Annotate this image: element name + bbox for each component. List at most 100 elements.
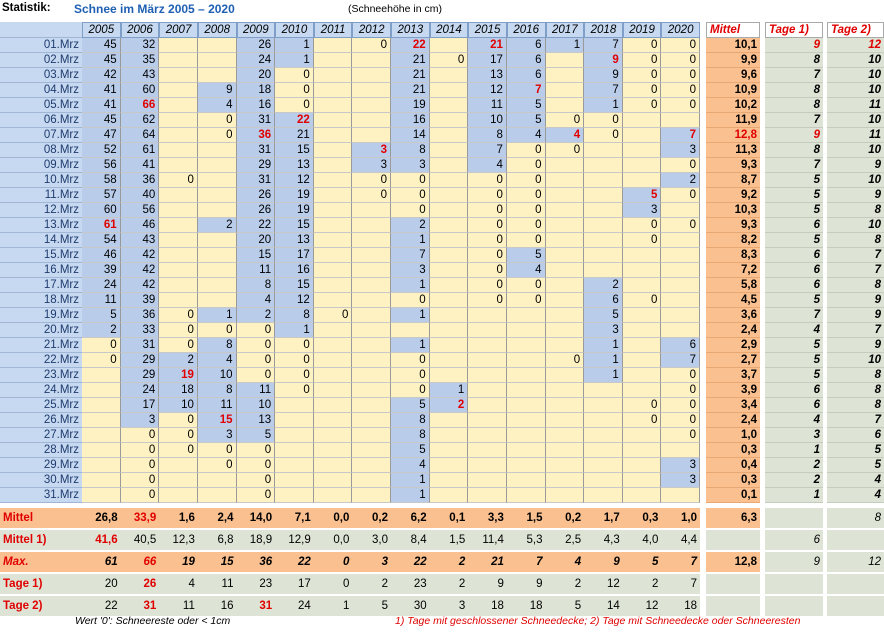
snow-cell [352, 98, 391, 113]
mittel-cell: 0,4 [706, 458, 760, 473]
snow-cell [313, 458, 353, 473]
snow-cell [159, 263, 198, 278]
snow-cell: 1 [197, 308, 237, 323]
snow-cell: 4 [197, 98, 237, 113]
mittel-cell: 1,0 [706, 428, 760, 443]
snow-cell [197, 488, 237, 503]
tage1-cell: 5 [765, 203, 823, 218]
summary-cell: 12,9 [275, 530, 314, 550]
mittel-cell: 7,2 [706, 263, 760, 278]
snow-cell [82, 398, 121, 413]
snow-cell [661, 278, 700, 293]
footnote-left: Wert '0': Schneereste oder < 1cm [75, 615, 231, 627]
snow-cell: 24 [236, 53, 276, 68]
summary-cell: 23 [391, 574, 430, 594]
snow-cell [622, 113, 662, 128]
snow-cell [159, 188, 198, 203]
snow-cell [352, 113, 391, 128]
snow-cell: 26 [236, 38, 276, 53]
snow-cell: 5 [584, 308, 623, 323]
summary-cell: 12 [622, 596, 662, 616]
mittel-cell: 3,4 [706, 398, 760, 413]
snow-cell [352, 458, 391, 473]
year-header: 2008 [197, 22, 237, 38]
snow-cell [468, 338, 507, 353]
tage2-cell: 7 [827, 323, 884, 338]
snow-cell: 0 [506, 293, 546, 308]
summary-cell: 3 [352, 552, 391, 572]
date-label: 24.Mrz [0, 383, 82, 398]
date-label: 29.Mrz [0, 458, 82, 473]
snow-cell: 1 [275, 53, 314, 68]
snow-cell [429, 338, 469, 353]
snow-cell: 8 [468, 128, 507, 143]
summary-cell: 61 [82, 552, 121, 572]
year-header: 2013 [391, 22, 430, 38]
snow-cell: 0 [236, 473, 276, 488]
date-label: 03.Mrz [0, 68, 82, 83]
snow-cell: 1 [584, 353, 623, 368]
snow-cell: 0 [275, 383, 314, 398]
tage1-cell: 7 [765, 158, 823, 173]
summary-cell: 2 [429, 574, 469, 594]
tage2-cell: 8 [827, 368, 884, 383]
snow-cell: 6 [661, 338, 700, 353]
tage1-cell: 5 [765, 233, 823, 248]
snow-cell: 0 [391, 173, 430, 188]
snow-cell: 10 [236, 398, 276, 413]
snow-cell: 0 [468, 233, 507, 248]
snow-cell: 5 [622, 188, 662, 203]
snow-cell [313, 173, 353, 188]
summary-cell: 7,1 [275, 508, 314, 528]
snow-cell [429, 38, 469, 53]
snow-cell [159, 458, 198, 473]
tage1-cell: 9 [765, 128, 823, 143]
tage1-cell: 8 [765, 98, 823, 113]
summary-cell: 0,1 [429, 508, 469, 528]
snow-cell [159, 83, 198, 98]
snow-cell: 42 [120, 248, 160, 263]
snow-cell [584, 443, 623, 458]
snow-cell [468, 473, 507, 488]
snow-cell: 2 [429, 398, 469, 413]
snow-cell [429, 323, 469, 338]
summary-tage1: 6 [765, 530, 823, 550]
snow-cell [313, 263, 353, 278]
snow-cell: 0 [622, 83, 662, 98]
snow-cell [275, 443, 314, 458]
snow-cell: 0 [468, 263, 507, 278]
mittel-cell: 0,1 [706, 488, 760, 503]
snow-cell: 39 [120, 293, 160, 308]
snow-cell: 0 [120, 473, 160, 488]
snow-cell: 0 [159, 308, 198, 323]
snow-cell [429, 233, 469, 248]
tage1-cell: 5 [765, 188, 823, 203]
snow-cell: 0 [82, 338, 121, 353]
snow-cell: 1 [584, 368, 623, 383]
date-label: 13.Mrz [0, 218, 82, 233]
snow-cell: 13 [468, 68, 507, 83]
snow-cell: 31 [236, 113, 276, 128]
snow-cell: 1 [391, 278, 430, 293]
snow-cell: 0 [275, 68, 314, 83]
snow-cell [275, 458, 314, 473]
summary-cell: 11,4 [468, 530, 507, 550]
snow-cell: 6 [584, 293, 623, 308]
snow-cell [584, 398, 623, 413]
snow-cell: 7 [506, 83, 546, 98]
snow-cell [468, 353, 507, 368]
summary-cell: 7 [661, 574, 700, 594]
snow-cell: 0 [661, 398, 700, 413]
summary-cell: 24 [275, 596, 314, 616]
snow-cell: 0 [275, 353, 314, 368]
summary-cell: 16 [197, 596, 237, 616]
date-label: 27.Mrz [0, 428, 82, 443]
snow-cell: 3 [661, 458, 700, 473]
mittel-cell: 9,2 [706, 188, 760, 203]
snow-cell: 61 [82, 218, 121, 233]
snow-cell: 11 [236, 263, 276, 278]
tage1-cell: 4 [765, 323, 823, 338]
snow-cell [584, 173, 623, 188]
summary-cell: 26,8 [82, 508, 121, 528]
snow-cell: 7 [391, 248, 430, 263]
